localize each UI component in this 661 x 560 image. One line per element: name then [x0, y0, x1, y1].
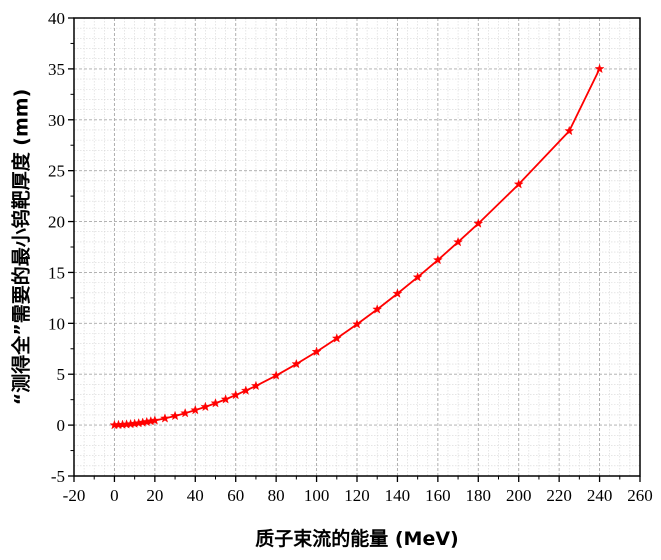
x-tick-label: 120 [344, 486, 370, 505]
data-point-marker [453, 236, 464, 247]
series-layer [109, 63, 605, 430]
x-tick-label: 80 [268, 486, 285, 505]
data-point-marker [331, 333, 342, 343]
axis-ticks [68, 17, 641, 482]
data-point-marker [412, 272, 423, 282]
data-point-marker [250, 380, 261, 391]
x-tick-labels: -20 0 20 40 60 80 100 120 140 160 180 200 220 240 260 [63, 486, 653, 505]
x-tick-label: 140 [385, 486, 411, 505]
x-tick-label: 160 [425, 486, 451, 505]
data-point-marker [372, 304, 383, 314]
data-point-marker [392, 288, 403, 298]
data-point-marker [594, 63, 605, 74]
y-tick-label: 40 [48, 9, 65, 28]
data-point-marker [160, 413, 170, 423]
data-point-marker [271, 370, 282, 380]
plot-frame [73, 17, 641, 477]
data-point-marker [564, 125, 575, 136]
y-tick-label: 5 [57, 365, 66, 384]
x-tick-label: 260 [627, 486, 653, 505]
y-tick-label: 35 [48, 60, 65, 79]
data-point-marker [230, 389, 241, 400]
y-tick-labels: -5 0 5 10 15 20 25 30 35 40 [48, 9, 65, 486]
data-point-marker [513, 179, 524, 189]
x-tick-label: 0 [110, 486, 119, 505]
major-grid [73, 17, 641, 477]
data-point-marker [473, 218, 484, 228]
data-point-marker [210, 398, 221, 408]
data-point-marker [170, 410, 181, 421]
x-tick-label: 20 [146, 486, 163, 505]
x-tick-label: 40 [187, 486, 204, 505]
x-tick-label: 240 [587, 486, 613, 505]
x-tick-label: 100 [304, 486, 330, 505]
data-point-marker [220, 394, 231, 404]
data-point-marker [149, 415, 160, 425]
data-point-marker [180, 408, 191, 418]
x-tick-label: -20 [63, 486, 86, 505]
data-point-marker [352, 319, 362, 329]
data-point-marker [291, 358, 302, 369]
series-line [114, 68, 601, 427]
data-point-marker [240, 385, 251, 395]
y-tick-label: 15 [48, 263, 65, 282]
y-axis-label: “测得全”需要的最小钨靶厚度 (mm) [10, 89, 33, 406]
y-tick-label: 0 [57, 416, 66, 435]
data-point-marker [432, 254, 443, 265]
y-tick-label: -5 [51, 467, 65, 486]
x-tick-label: 200 [506, 486, 532, 505]
x-tick-label: 60 [227, 486, 244, 505]
data-point-marker [311, 346, 322, 356]
y-tick-label: 10 [48, 314, 65, 333]
minor-grid [74, 18, 640, 476]
data-point-marker [200, 401, 211, 412]
y-tick-label: 20 [48, 213, 65, 232]
y-tick-label: 30 [48, 111, 65, 130]
x-tick-label: 180 [466, 486, 492, 505]
data-point-marker [190, 404, 201, 415]
y-tick-label: 25 [48, 162, 65, 181]
x-tick-label: 220 [546, 486, 572, 505]
x-axis-label: 质子束流的能量 (MeV) [255, 527, 458, 550]
